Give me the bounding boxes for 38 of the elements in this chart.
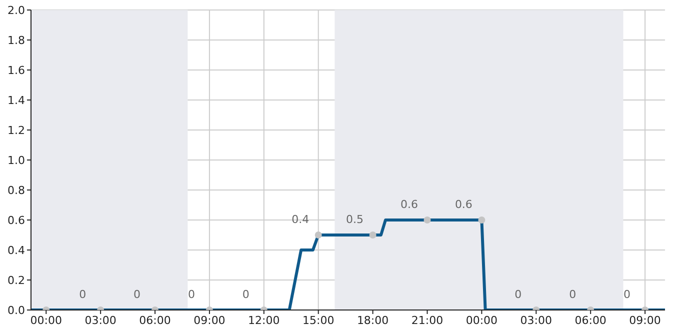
annotation: 0.6 [454, 198, 472, 211]
y-tick-label: 0.6 [8, 214, 25, 227]
annotation: 0 [134, 288, 141, 301]
y-tick-label: 1.0 [8, 154, 25, 167]
y-tick-label: 1.8 [8, 34, 25, 47]
x-tick-label: 03:00 [84, 314, 116, 327]
annotation: 0.6 [400, 198, 418, 211]
y-tick-label: 0.0 [8, 304, 25, 317]
x-tick-label: 03:00 [520, 314, 552, 327]
x-tick-label: 15:00 [302, 314, 334, 327]
x-tick-label: 06:00 [139, 314, 171, 327]
annotation: 0 [79, 288, 86, 301]
y-tick-label: 1.2 [8, 124, 25, 137]
x-tick-label: 09:00 [194, 314, 226, 327]
x-tick-label: 12:00 [248, 314, 280, 327]
annotation: 0 [188, 288, 195, 301]
x-tick-label: 00:00 [30, 314, 62, 327]
annotation: 0 [624, 288, 631, 301]
y-tick-label: 1.6 [8, 64, 25, 77]
x-tick-label: 06:00 [574, 314, 606, 327]
annotation: 0 [514, 288, 522, 301]
point [369, 232, 376, 238]
x-tick-label: 18:00 [356, 314, 389, 327]
x-tick-label: 21:00 [411, 314, 444, 327]
annotation: 0 [569, 288, 576, 301]
y-tick-label: 2.0 [8, 4, 25, 17]
y-tick-label: 0.8 [8, 184, 25, 197]
point [314, 232, 322, 238]
y-tick-label: 0.4 [8, 244, 25, 257]
annotation: 0.5 [346, 213, 364, 226]
point [478, 216, 486, 224]
x-tick-label: 00:00 [466, 314, 498, 327]
point [424, 216, 431, 224]
annotation: 0.4 [292, 213, 310, 226]
y-tick-label: 1.4 [8, 94, 25, 107]
y-tick-label: 0.2 [8, 274, 25, 287]
x-tick-label: 09:00 [629, 314, 661, 327]
annotation: 0 [242, 288, 250, 301]
